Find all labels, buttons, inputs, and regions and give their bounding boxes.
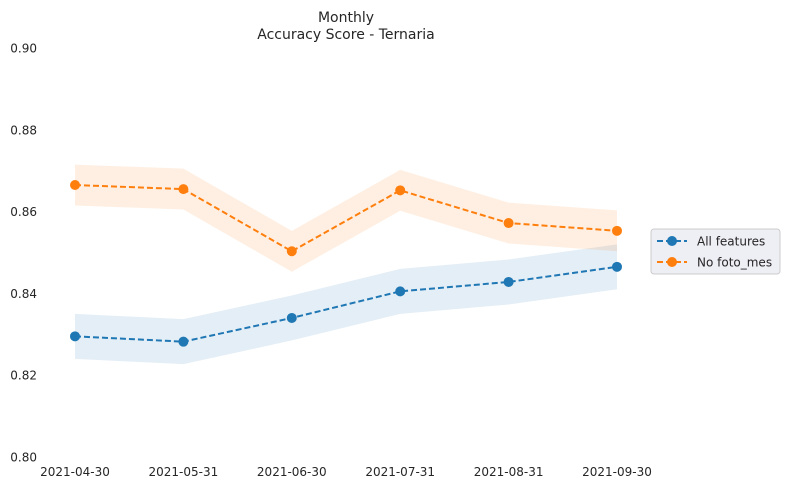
series-1-point [286, 246, 297, 257]
chart-subtitle: Accuracy Score - Ternaria [257, 27, 435, 43]
x-tick-label: 2021-07-31 [365, 465, 435, 479]
y-tick-label: 0.90 [10, 42, 37, 56]
series-0-point [178, 336, 189, 347]
y-axis-tick-labels: 0.80 0.82 0.84 0.86 0.88 0.90 [10, 42, 37, 465]
series-1-point [612, 225, 622, 236]
y-tick-label: 0.82 [10, 369, 37, 383]
series-0-point [503, 276, 514, 287]
series-0-point [395, 286, 406, 297]
x-tick-label: 2021-05-31 [149, 465, 219, 479]
x-tick-label: 2021-09-30 [582, 465, 652, 479]
series-0-point [612, 261, 622, 272]
legend-box [650, 228, 781, 275]
series-1-point [395, 185, 406, 196]
legend-label-1: No foto_mes [697, 256, 772, 270]
legend-label-0: All features [697, 235, 765, 249]
chart-title-group: Monthly Accuracy Score - Ternaria [257, 10, 435, 43]
series-0-line [74, 265, 618, 343]
series-1-line [74, 184, 618, 253]
series-1-point [178, 184, 189, 195]
y-tick-label: 0.80 [10, 451, 37, 465]
x-tick-label: 2021-08-31 [474, 465, 544, 479]
x-axis-tick-labels: 2021-04-30 2021-05-31 2021-06-30 2021-07-31… [40, 465, 652, 479]
legend-marker-1 [667, 257, 677, 267]
x-tick-label: 2021-06-30 [257, 465, 327, 479]
series-1-point [70, 180, 80, 191]
series-0-point [70, 331, 80, 342]
series-points [70, 180, 622, 347]
series-1-band [75, 164, 617, 272]
series-1-point [503, 218, 514, 229]
chart-title: Monthly [318, 10, 374, 26]
x-tick-label: 2021-04-30 [40, 465, 110, 479]
confidence-bands [75, 164, 617, 365]
y-tick-label: 0.88 [10, 123, 37, 137]
series-0-point [286, 312, 297, 323]
legend: All features No foto_mes [650, 228, 781, 275]
legend-marker-0 [667, 236, 677, 246]
y-tick-label: 0.84 [10, 287, 37, 301]
series-lines [74, 184, 618, 343]
y-tick-label: 0.86 [10, 205, 37, 219]
